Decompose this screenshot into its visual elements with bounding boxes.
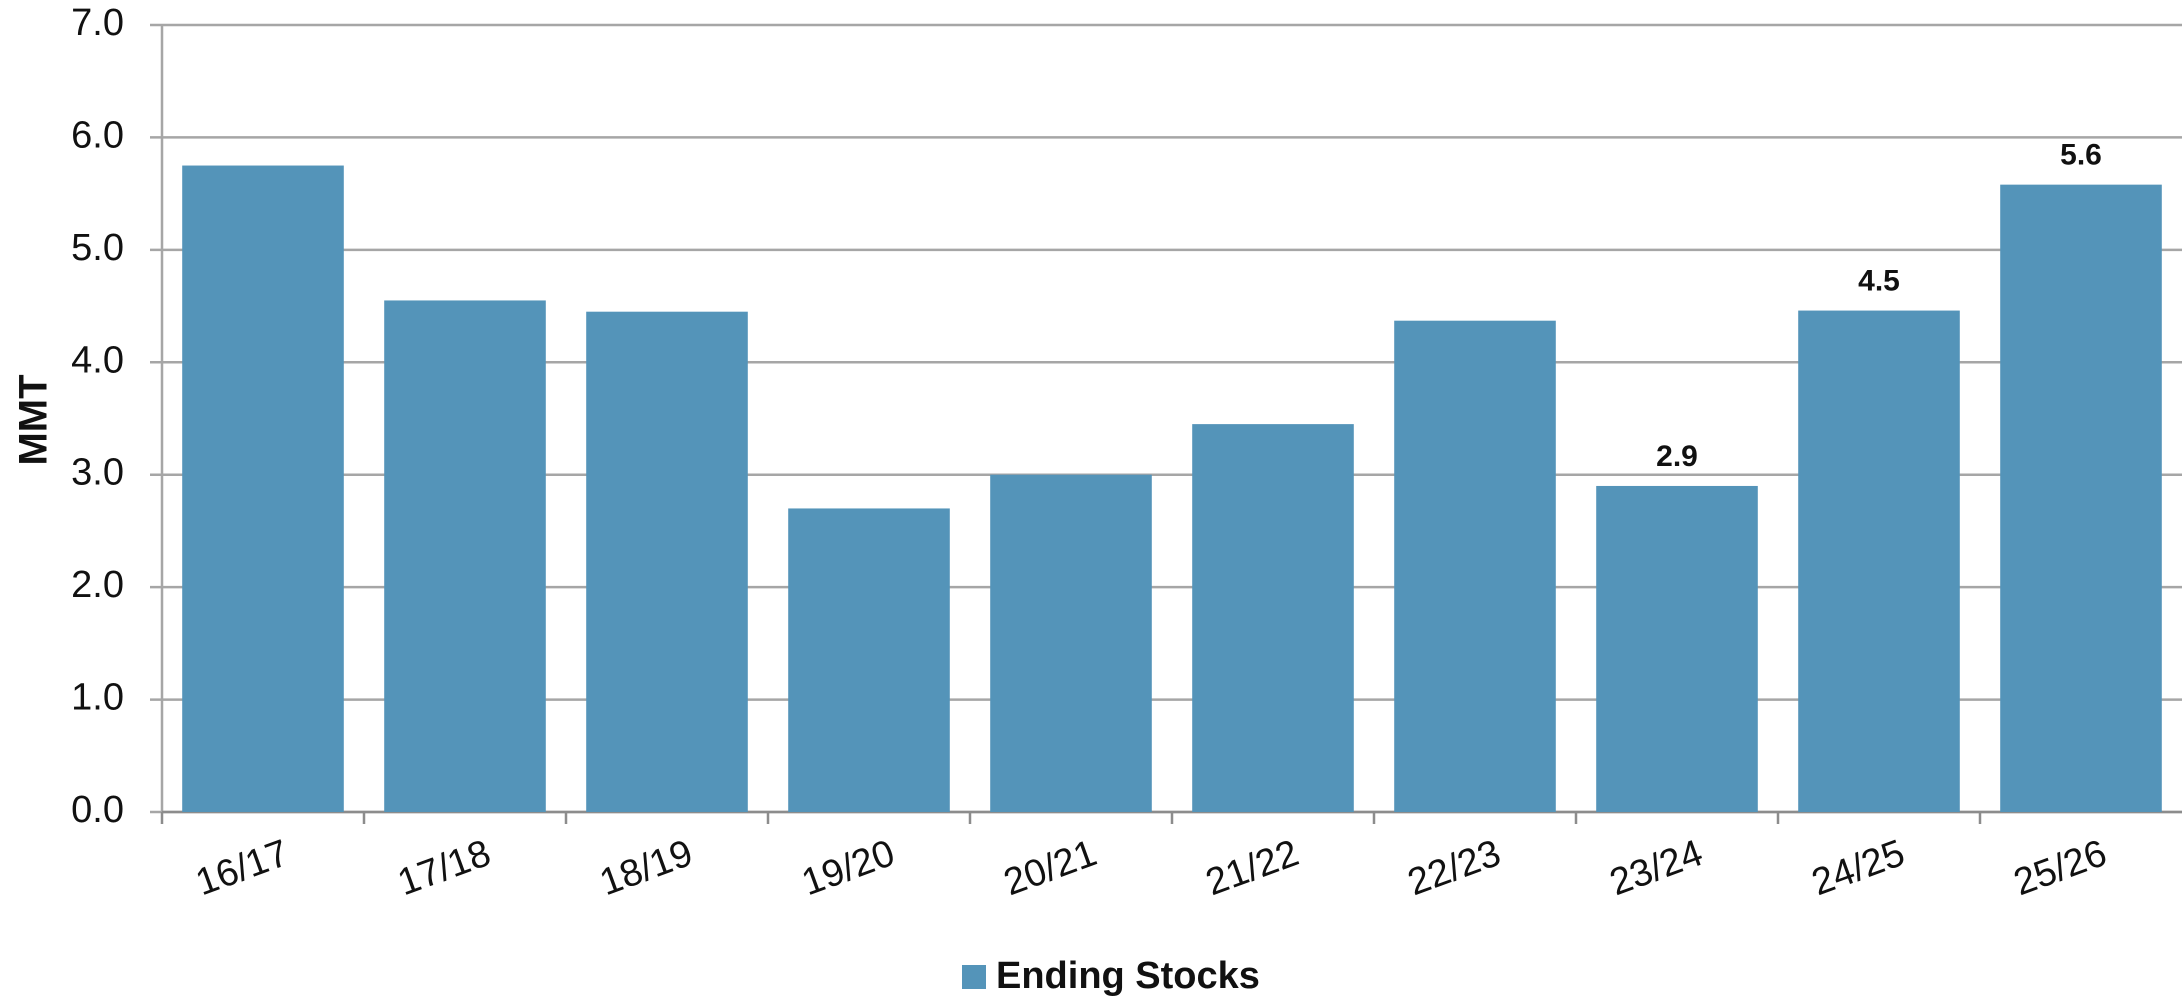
y-tick-label: 5.0 <box>71 227 124 269</box>
x-tick-label: 25/26 <box>2008 832 2112 904</box>
y-tick-label: 2.0 <box>71 564 124 606</box>
x-tick-label: 17/18 <box>392 832 496 904</box>
x-tick-label: 24/25 <box>1806 832 1910 904</box>
bar <box>182 165 344 813</box>
legend-label: Ending Stocks <box>996 955 1260 997</box>
bar <box>586 311 748 812</box>
y-tick-label: 1.0 <box>71 677 124 719</box>
x-tick-label: 20/21 <box>998 832 1102 904</box>
bar <box>1798 310 1960 812</box>
y-tick-label: 4.0 <box>71 339 124 381</box>
y-tick-label: 3.0 <box>71 452 124 494</box>
bar <box>1394 320 1556 812</box>
data-label: 4.5 <box>1858 264 1900 297</box>
legend-swatch <box>962 965 986 989</box>
bar <box>2000 184 2162 813</box>
y-tick-label: 0.0 <box>71 789 124 831</box>
bar <box>1192 424 1354 812</box>
x-tick-label: 22/23 <box>1402 832 1506 904</box>
y-tick-label: 7.0 <box>71 2 124 44</box>
bar <box>384 300 546 812</box>
x-tick-label: 19/20 <box>796 832 900 904</box>
x-tick-label: 18/19 <box>594 832 698 904</box>
x-tick-label: 21/22 <box>1200 832 1304 904</box>
data-label: 2.9 <box>1656 440 1698 473</box>
bar <box>1596 485 1758 812</box>
data-label: 5.6 <box>2060 139 2102 172</box>
x-tick-label: 16/17 <box>190 832 294 904</box>
bar <box>788 508 950 812</box>
y-tick-label: 6.0 <box>71 114 124 156</box>
y-axis-label: MMT <box>12 374 56 465</box>
x-tick-label: 23/24 <box>1604 832 1708 904</box>
bar <box>990 474 1152 812</box>
